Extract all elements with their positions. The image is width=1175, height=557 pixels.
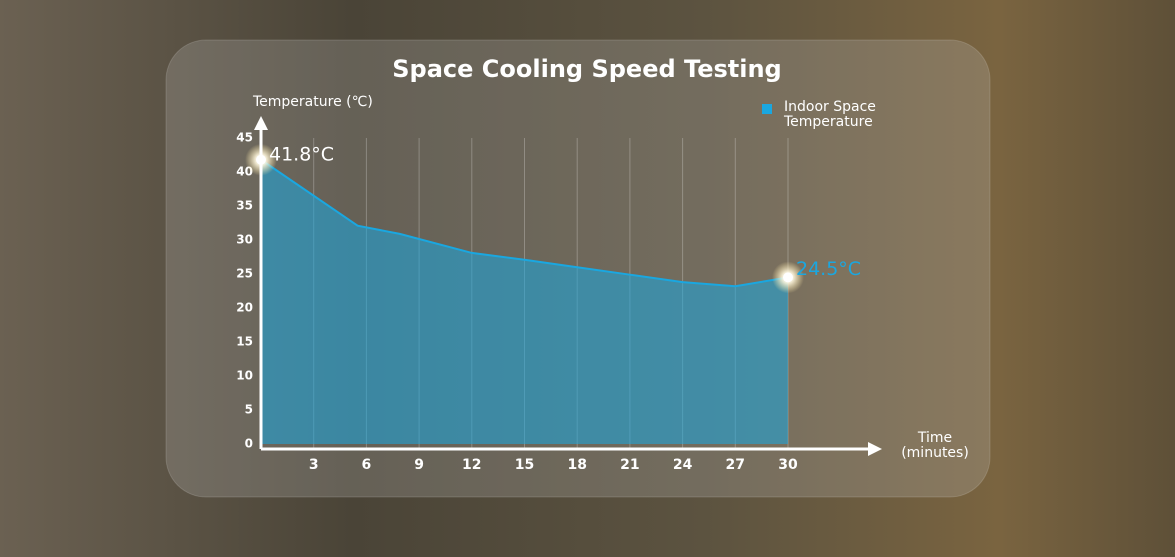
x-tick-label: 9 <box>414 457 424 473</box>
x-tick-label: 27 <box>726 457 745 473</box>
x-tick-label: 21 <box>620 457 639 473</box>
x-tick-label: 30 <box>778 457 798 473</box>
y-tick-label: 10 <box>236 369 253 383</box>
x-tick-label: 15 <box>515 457 534 473</box>
point <box>783 272 793 283</box>
legend: Indoor Space Temperature <box>762 100 884 130</box>
y-tick-label: 5 <box>245 403 253 417</box>
x-tick-label: 3 <box>309 457 319 473</box>
area <box>261 159 788 444</box>
value-label: 41.8°C <box>269 143 334 165</box>
line <box>260 158 789 288</box>
legend-swatch <box>762 104 772 114</box>
x-tick-label: 18 <box>567 457 586 473</box>
y-tick-label: 15 <box>236 335 253 349</box>
y-tick-label: 30 <box>236 233 253 247</box>
x-axis-arrow <box>868 442 882 456</box>
x-tick-label: 24 <box>673 457 693 473</box>
x-tick-label: 6 <box>362 457 372 473</box>
chart-title: Space Cooling Speed Testing <box>392 55 781 83</box>
y-tick-label: 45 <box>236 131 253 145</box>
y-tick-label: 35 <box>236 199 253 213</box>
legend-label: Indoor Space Temperature <box>784 99 876 130</box>
y-axis-arrow <box>254 116 268 130</box>
value-label: 24.5°C <box>796 258 861 280</box>
y-axis-label: Temperature (℃) <box>252 94 373 110</box>
y-tick-label: 0 <box>245 437 253 451</box>
y-tick-label: 20 <box>236 301 253 315</box>
y-tick-label: 25 <box>236 267 253 281</box>
x-tick-label: 12 <box>462 457 481 473</box>
x-axis-label: Time (minutes) <box>901 430 969 461</box>
